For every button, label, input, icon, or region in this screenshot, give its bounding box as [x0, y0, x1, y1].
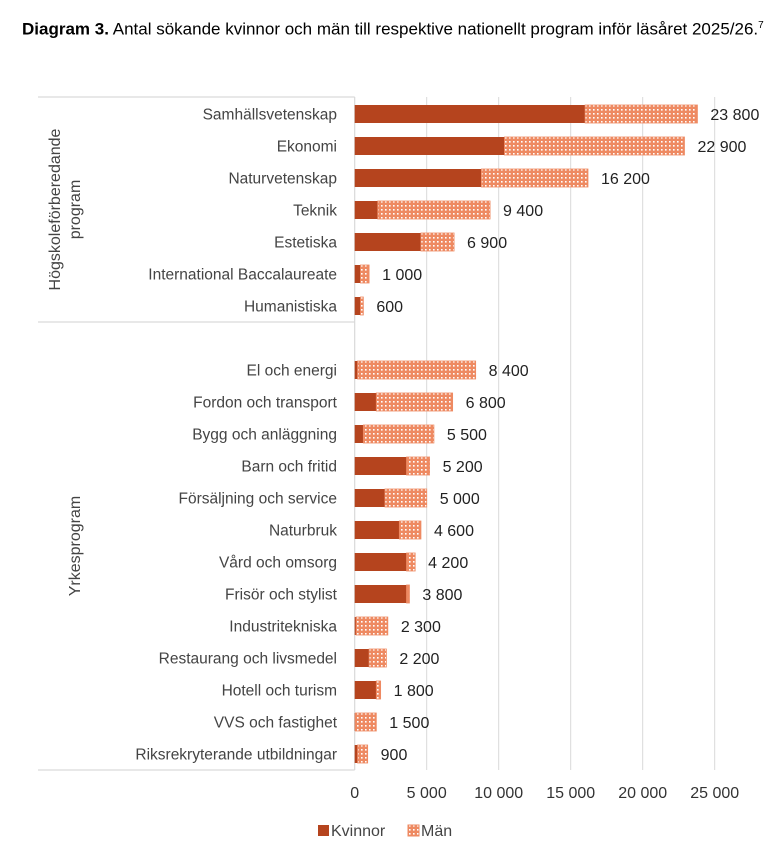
x-tick-label: 10 000: [474, 785, 523, 802]
bar-kvinnor: [354, 681, 377, 699]
total-data-label: 2 200: [399, 651, 439, 668]
bar-kvinnor: [354, 233, 421, 251]
bar-man: [481, 168, 589, 188]
bar-man: [406, 584, 410, 604]
legend-label-man: Män: [421, 823, 452, 840]
bar-kvinnor: [354, 265, 361, 283]
bar-man: [584, 104, 698, 124]
title-text: Antal sökande kvinnor och män till respe…: [112, 19, 759, 39]
total-data-label: 900: [381, 747, 408, 764]
bar-kvinnor: [354, 105, 586, 123]
category-label: Samhällsvetenskap: [203, 107, 337, 124]
bar-kvinnor: [354, 649, 370, 667]
bar-kvinnor: [354, 201, 378, 219]
category-label: Riksrekryterande utbildningar: [135, 747, 337, 764]
bar-man: [360, 296, 364, 316]
bar-man: [406, 552, 416, 572]
category-label: Barn och fritid: [241, 459, 337, 476]
category-label: Försäljning och service: [178, 491, 337, 508]
bar-man: [375, 680, 382, 700]
total-data-label: 16 200: [601, 171, 650, 188]
bar-man: [355, 712, 377, 732]
bar-kvinnor: [354, 553, 407, 571]
total-data-label: 3 800: [422, 587, 462, 604]
category-label: Estetiska: [274, 235, 337, 252]
bar-kvinnor: [354, 745, 358, 763]
bar-kvinnor: [354, 361, 358, 379]
total-data-label: 5 200: [443, 459, 483, 476]
total-data-label: 6 800: [466, 395, 506, 412]
category-label: Restaurang och livsmedel: [159, 651, 337, 668]
total-data-label: 1 500: [389, 715, 429, 732]
category-label: Industritekniska: [229, 619, 337, 636]
legend-swatch-kvinnor: [318, 825, 329, 836]
chart-title: Diagram 3. Antal sökande kvinnor och män…: [22, 12, 767, 43]
category-label: Ekonomi: [277, 139, 337, 156]
bar-man: [357, 360, 477, 380]
bar-man: [377, 200, 491, 220]
footnote-marker: 7: [758, 20, 764, 31]
bar-kvinnor: [354, 393, 377, 411]
total-data-label: 600: [376, 299, 403, 316]
total-data-label: 5 500: [447, 427, 487, 444]
total-data-label: 5 000: [440, 491, 480, 508]
group-label: program: [67, 180, 84, 240]
legend-label-kvinnor: Kvinnor: [331, 823, 386, 840]
category-label: Naturvetenskap: [228, 171, 337, 188]
bar-man: [375, 392, 454, 412]
total-data-label: 23 800: [710, 107, 759, 124]
category-label: Fordon och transport: [193, 395, 338, 412]
x-tick-label: 25 000: [690, 785, 739, 802]
total-data-label: 1 800: [394, 683, 434, 700]
category-label: International Baccalaureate: [148, 267, 337, 284]
x-tick-label: 0: [350, 785, 359, 802]
total-data-label: 8 400: [489, 363, 529, 380]
bar-man: [360, 264, 370, 284]
category-label: Bygg och anläggning: [192, 427, 337, 444]
category-label: Vård och omsorg: [219, 555, 337, 572]
bar-man: [504, 136, 685, 156]
total-data-label: 9 400: [503, 203, 543, 220]
x-tick-label: 20 000: [618, 785, 667, 802]
total-data-label: 4 600: [434, 523, 474, 540]
group-label: Högskoleförberedande: [47, 128, 64, 290]
bar-kvinnor: [354, 425, 364, 443]
total-data-label: 22 900: [697, 139, 746, 156]
category-label: Naturbruk: [269, 523, 337, 540]
bar-man: [355, 616, 389, 636]
bar-man: [406, 456, 430, 476]
category-label: Frisör och stylist: [225, 587, 338, 604]
category-label: Humanistiska: [244, 299, 337, 316]
bar-kvinnor: [354, 137, 505, 155]
category-label: Teknik: [293, 203, 337, 220]
category-label: Hotell och turism: [222, 683, 337, 700]
bar-kvinnor: [354, 617, 357, 635]
bar-kvinnor: [354, 521, 400, 539]
bar-man: [362, 424, 435, 444]
bar-man: [368, 648, 387, 668]
bar-man: [420, 232, 455, 252]
legend-swatch-man: [407, 824, 420, 837]
bar-kvinnor: [354, 457, 407, 475]
total-data-label: 2 300: [401, 619, 441, 636]
bar-kvinnor: [354, 489, 385, 507]
total-data-label: 6 900: [467, 235, 507, 252]
group-label: Yrkesprogram: [67, 496, 84, 596]
x-tick-label: 15 000: [546, 785, 595, 802]
bar-kvinnor: [354, 297, 361, 315]
total-data-label: 4 200: [428, 555, 468, 572]
category-label: VVS och fastighet: [214, 715, 338, 732]
bar-man: [398, 520, 422, 540]
category-label: El och energi: [247, 363, 337, 380]
bar-kvinnor: [354, 169, 482, 187]
bar-man: [384, 488, 428, 508]
bar-kvinnor: [354, 585, 407, 603]
bar-man: [357, 744, 369, 764]
diagram-number: Diagram 3.: [22, 19, 109, 39]
x-tick-label: 5 000: [407, 785, 447, 802]
total-data-label: 1 000: [382, 267, 422, 284]
